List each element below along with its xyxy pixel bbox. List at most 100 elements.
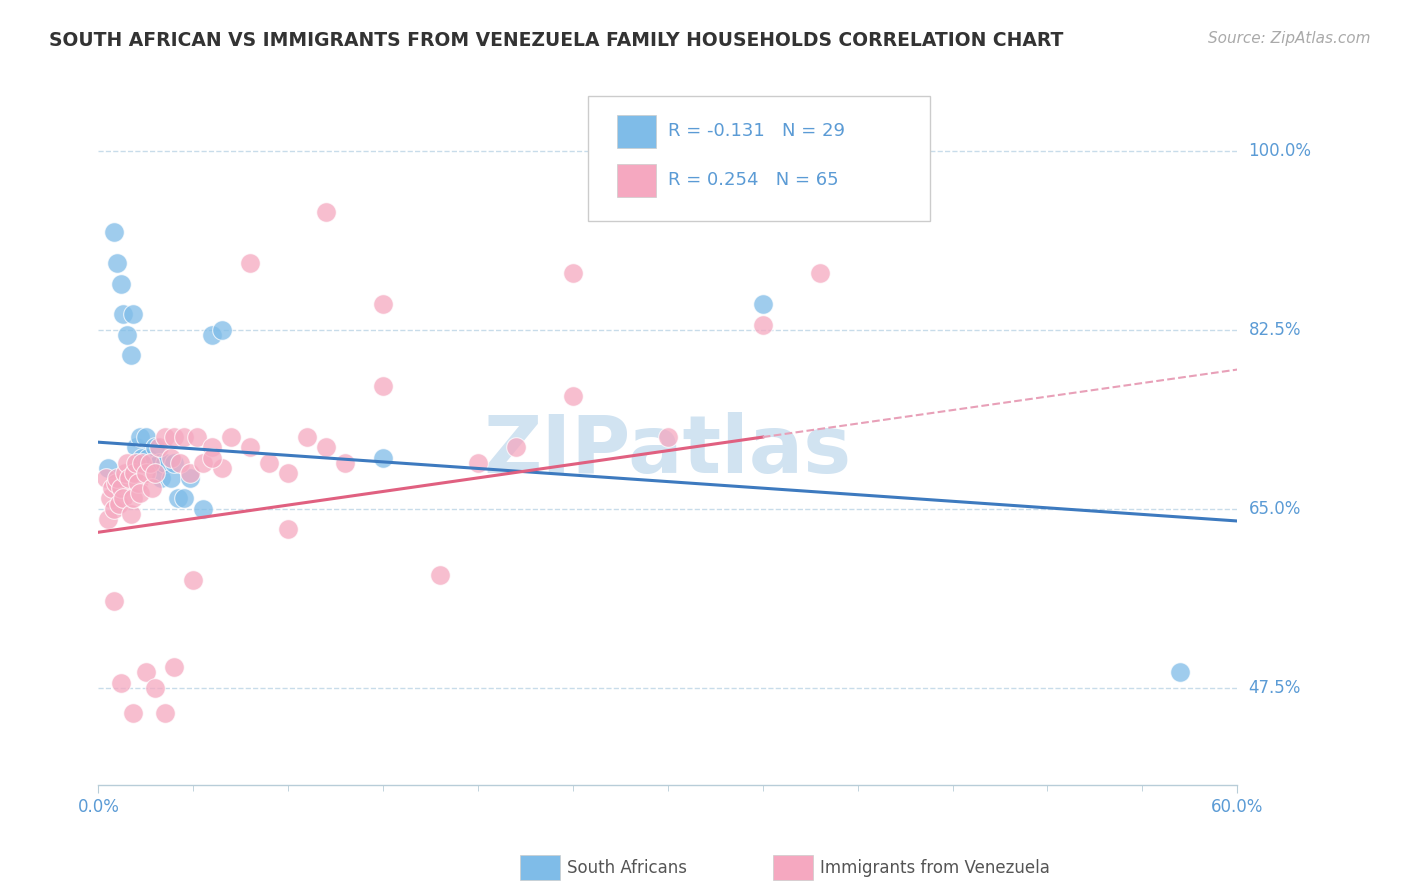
Point	[173, 491, 195, 506]
Point	[153, 706, 176, 721]
Point	[315, 205, 337, 219]
Point	[138, 456, 160, 470]
Point	[315, 440, 337, 454]
Point	[103, 226, 125, 240]
Point	[752, 297, 775, 311]
Point	[191, 456, 214, 470]
Point	[201, 450, 224, 465]
Point	[159, 450, 181, 465]
Point	[114, 466, 136, 480]
Point	[129, 486, 152, 500]
Point	[120, 348, 142, 362]
Point	[110, 675, 132, 690]
Text: 47.5%: 47.5%	[1249, 679, 1301, 697]
Point	[112, 491, 135, 506]
Point	[167, 491, 190, 506]
Point	[179, 471, 201, 485]
Point	[110, 481, 132, 495]
Point	[141, 456, 163, 470]
Point	[163, 430, 186, 444]
Point	[145, 466, 167, 480]
Point	[94, 471, 117, 485]
Text: 82.5%: 82.5%	[1249, 320, 1301, 339]
Point	[110, 277, 132, 291]
Point	[183, 574, 205, 588]
Text: R = 0.254   N = 65: R = 0.254 N = 65	[668, 170, 838, 188]
Point	[103, 501, 125, 516]
Text: SOUTH AFRICAN VS IMMIGRANTS FROM VENEZUELA FAMILY HOUSEHOLDS CORRELATION CHART: SOUTH AFRICAN VS IMMIGRANTS FROM VENEZUE…	[49, 31, 1063, 50]
Point	[221, 430, 243, 444]
Point	[239, 440, 262, 454]
Point	[173, 430, 195, 444]
Point	[127, 476, 149, 491]
Point	[277, 466, 299, 480]
Point	[108, 497, 131, 511]
Point	[131, 450, 153, 465]
Point	[562, 389, 585, 403]
Point	[125, 440, 148, 454]
Point	[562, 266, 585, 280]
Point	[115, 327, 138, 342]
Text: Immigrants from Venezuela: Immigrants from Venezuela	[820, 859, 1049, 877]
Point	[752, 318, 775, 332]
Point	[115, 456, 138, 470]
Point	[135, 466, 157, 480]
Point	[145, 681, 167, 695]
Point	[371, 450, 394, 465]
FancyBboxPatch shape	[617, 163, 657, 197]
Point	[297, 430, 319, 444]
Point	[136, 450, 159, 465]
Point	[131, 456, 153, 470]
Point	[191, 501, 214, 516]
Point	[125, 456, 148, 470]
Point	[153, 456, 176, 470]
Point	[124, 466, 146, 480]
Text: ZIPatlas: ZIPatlas	[484, 412, 852, 490]
Point	[163, 660, 186, 674]
Point	[179, 466, 201, 480]
Point	[467, 798, 489, 813]
Text: South Africans: South Africans	[567, 859, 686, 877]
Point	[121, 491, 143, 506]
Point	[121, 307, 143, 321]
Point	[97, 512, 120, 526]
Point	[505, 440, 527, 454]
Point	[118, 471, 141, 485]
Point	[98, 491, 121, 506]
Text: 65.0%: 65.0%	[1249, 500, 1301, 517]
Point	[100, 481, 122, 495]
Point	[135, 665, 157, 680]
Point	[121, 706, 143, 721]
Point	[335, 456, 357, 470]
Point	[259, 456, 281, 470]
Point	[211, 323, 233, 337]
Point	[112, 307, 135, 321]
Point	[371, 379, 394, 393]
Point	[104, 476, 127, 491]
Point	[808, 266, 831, 280]
Point	[169, 456, 191, 470]
Point	[201, 440, 224, 454]
Point	[120, 507, 142, 521]
Point	[135, 430, 157, 444]
Point	[150, 471, 173, 485]
Point	[163, 456, 186, 470]
Point	[153, 430, 176, 444]
Point	[467, 456, 489, 470]
Point	[211, 460, 233, 475]
Point	[97, 460, 120, 475]
Point	[103, 594, 125, 608]
Point	[145, 440, 167, 454]
Text: Source: ZipAtlas.com: Source: ZipAtlas.com	[1208, 31, 1371, 46]
Point	[141, 481, 163, 495]
Point	[201, 327, 224, 342]
FancyBboxPatch shape	[588, 96, 929, 221]
Point	[159, 471, 181, 485]
Text: 100.0%: 100.0%	[1249, 142, 1312, 160]
Point	[277, 522, 299, 536]
Point	[107, 471, 129, 485]
Point	[239, 256, 262, 270]
FancyBboxPatch shape	[617, 115, 657, 148]
Point	[107, 256, 129, 270]
Text: R = -0.131   N = 29: R = -0.131 N = 29	[668, 122, 845, 140]
